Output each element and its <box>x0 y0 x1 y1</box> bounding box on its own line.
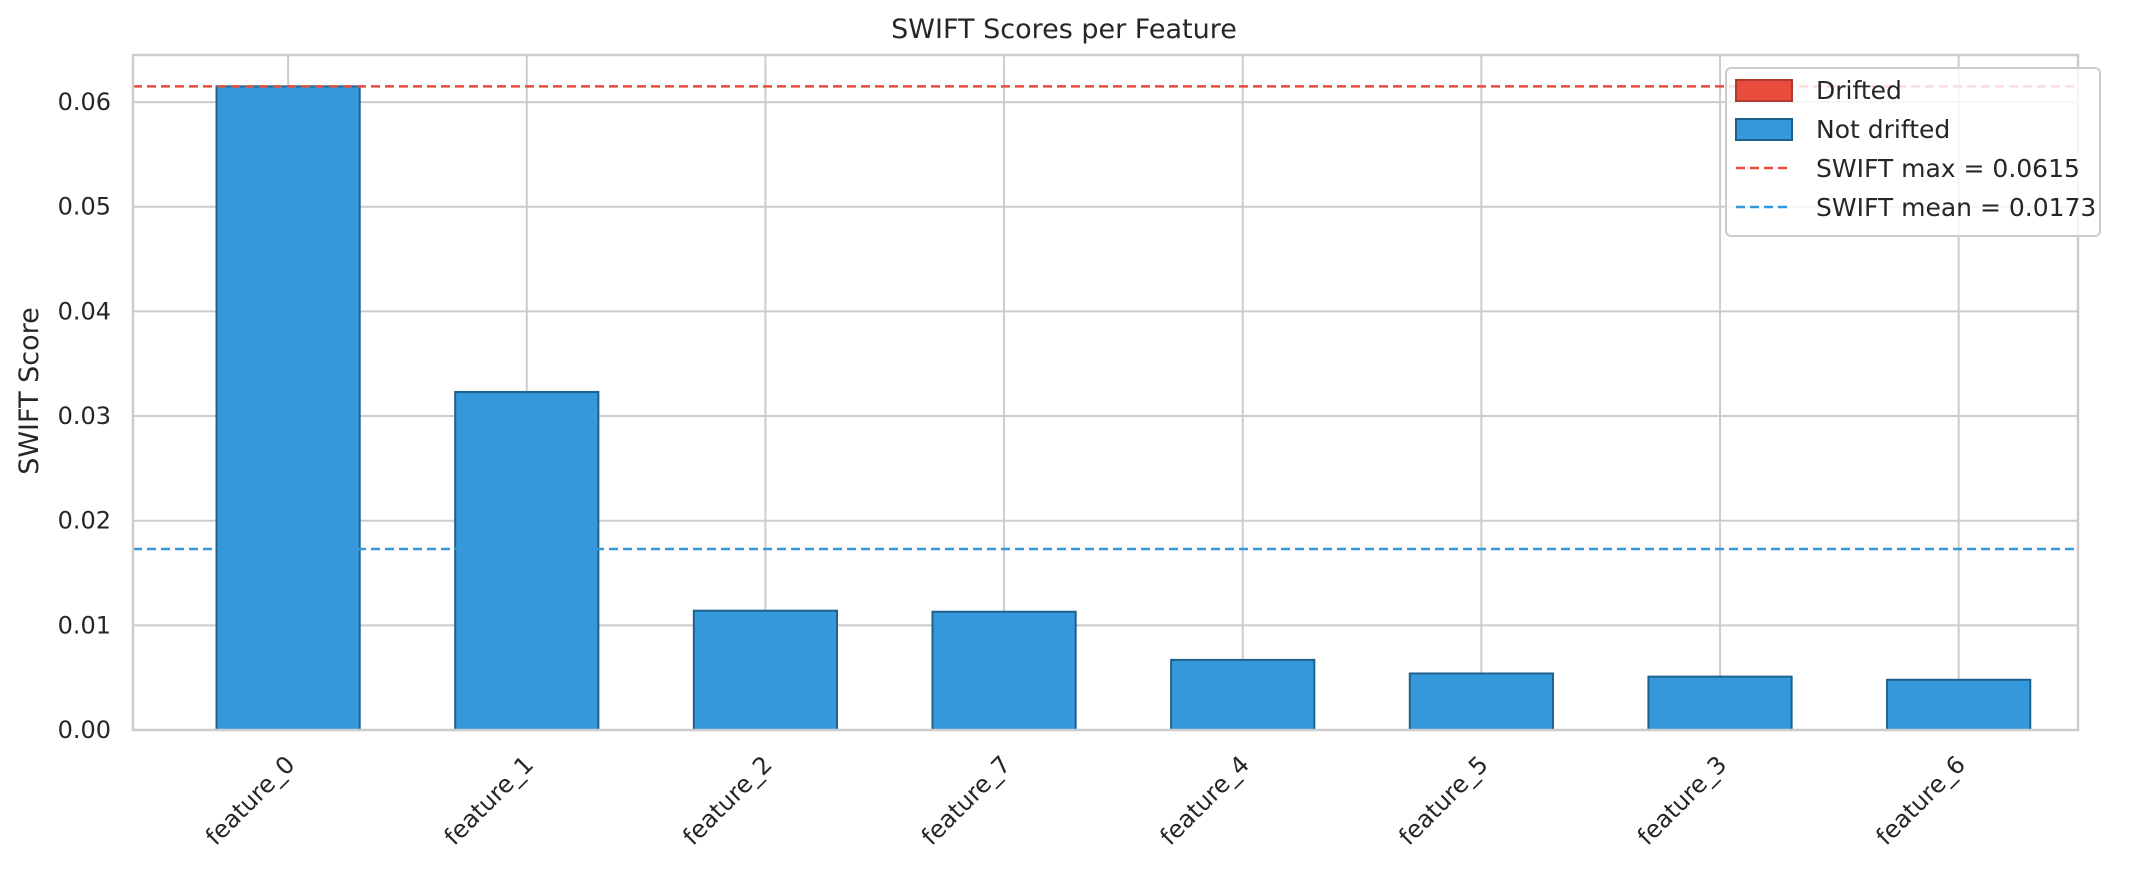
y-tick-label: 0.06 <box>58 88 111 116</box>
x-tick-label: feature_2 <box>677 750 777 850</box>
legend-label: SWIFT mean = 0.0173 <box>1816 193 2096 222</box>
chart-title: SWIFT Scores per Feature <box>891 14 1237 45</box>
bar-feature_2 <box>692 609 839 732</box>
y-axis-label: SWIFT Score <box>14 307 45 475</box>
legend-box <box>1725 67 2101 237</box>
x-tick-label: feature_5 <box>1393 750 1493 850</box>
legend: Drifted Not drifted SWIFT max = 0.0615 SWIF… <box>1725 67 2101 237</box>
bar-feature_4 <box>1170 658 1316 732</box>
axes-frame <box>131 53 2080 732</box>
y-tick-label: 0.03 <box>58 402 111 430</box>
legend-label: Drifted <box>1816 76 1902 105</box>
x-tick-label: feature_3 <box>1632 750 1732 850</box>
y-tick-label: 0.00 <box>58 716 111 744</box>
bar-feature_3 <box>1647 675 1793 732</box>
y-tick-labels: 0.00 0.01 0.02 0.03 0.04 0.05 0.06 <box>58 88 111 744</box>
plot-frame <box>131 53 2080 732</box>
y-tick-label: 0.02 <box>58 507 111 535</box>
legend-swatch <box>1735 79 1793 102</box>
x-tick-label: feature_6 <box>1871 750 1971 850</box>
x-tick-label: feature_1 <box>439 750 539 850</box>
y-tick-label: 0.04 <box>58 297 111 325</box>
bar-feature_5 <box>1408 672 1554 731</box>
x-tick-label: feature_7 <box>916 750 1016 850</box>
x-tick-labels: feature_0 feature_1 feature_2 feature_7 feat… <box>200 750 1971 850</box>
bar-feature_1 <box>454 390 600 731</box>
x-tick-label: feature_0 <box>200 750 300 850</box>
bar-feature_6 <box>1886 678 2032 732</box>
x-tick-label: feature_4 <box>1155 750 1255 850</box>
bar-feature_7 <box>931 610 1077 732</box>
legend-label: SWIFT max = 0.0615 <box>1816 154 2080 183</box>
y-tick-label: 0.01 <box>58 611 111 639</box>
y-tick-label: 0.05 <box>58 193 111 221</box>
legend-swatch <box>1735 118 1793 141</box>
bar-feature_0 <box>215 85 361 732</box>
bars-layer <box>215 85 2032 732</box>
reference-lines-layer <box>133 85 2078 551</box>
legend-label: Not drifted <box>1816 115 1950 144</box>
